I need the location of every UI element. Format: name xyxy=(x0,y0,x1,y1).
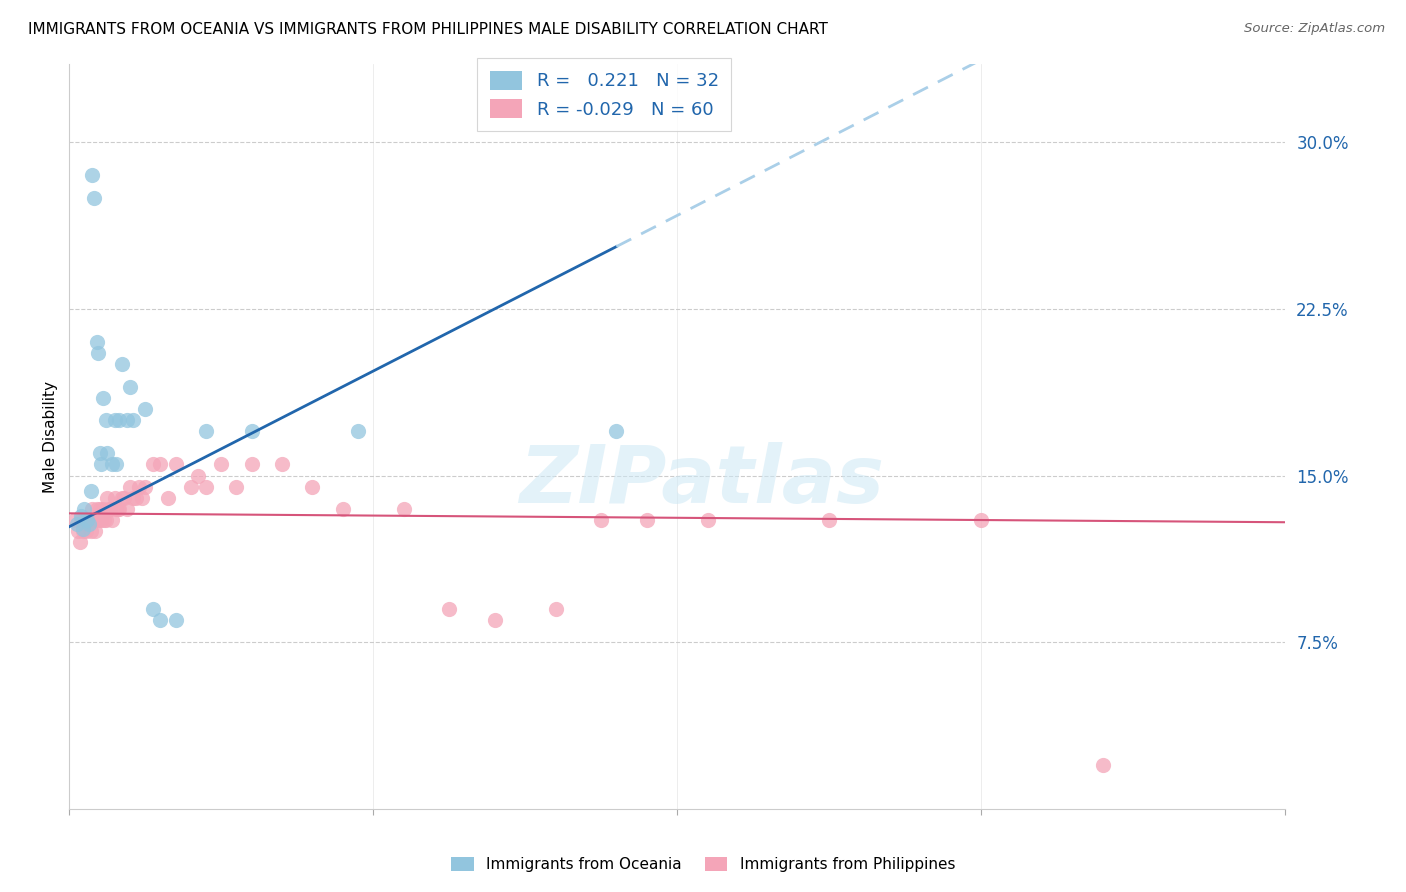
Point xyxy=(142,602,165,616)
Point xyxy=(80,502,103,516)
Point xyxy=(149,458,172,472)
Point xyxy=(90,513,112,527)
Point xyxy=(105,458,128,472)
Point xyxy=(69,535,91,549)
Point xyxy=(90,458,112,472)
Point xyxy=(392,502,415,516)
Point xyxy=(605,424,627,438)
Point xyxy=(125,491,148,505)
Point xyxy=(86,335,108,350)
Point xyxy=(696,513,718,527)
Point xyxy=(484,613,506,627)
Point xyxy=(818,513,841,527)
Point xyxy=(437,602,460,616)
Text: IMMIGRANTS FROM OCEANIA VS IMMIGRANTS FROM PHILIPPINES MALE DISABILITY CORRELATI: IMMIGRANTS FROM OCEANIA VS IMMIGRANTS FR… xyxy=(28,22,828,37)
Point xyxy=(72,522,94,536)
Point xyxy=(70,508,93,523)
Point xyxy=(96,446,118,460)
Point xyxy=(80,169,103,183)
Point xyxy=(79,524,101,538)
Point xyxy=(544,602,567,616)
Point xyxy=(91,502,114,516)
Point xyxy=(157,491,180,505)
Point xyxy=(970,513,993,527)
Point xyxy=(79,484,101,499)
Text: Source: ZipAtlas.com: Source: ZipAtlas.com xyxy=(1244,22,1385,36)
Point xyxy=(77,517,100,532)
Point xyxy=(67,524,90,538)
Point xyxy=(122,491,145,505)
Point xyxy=(87,513,110,527)
Point xyxy=(97,502,120,516)
Point xyxy=(76,513,98,527)
Point xyxy=(94,413,117,427)
Point xyxy=(94,513,117,527)
Point xyxy=(195,480,218,494)
Point xyxy=(115,502,138,516)
Point xyxy=(66,517,89,532)
Legend: Immigrants from Oceania, Immigrants from Philippines: Immigrants from Oceania, Immigrants from… xyxy=(443,849,963,880)
Point xyxy=(240,424,263,438)
Point xyxy=(122,413,145,427)
Text: ZIPatlas: ZIPatlas xyxy=(519,442,884,520)
Point xyxy=(591,513,613,527)
Point xyxy=(101,458,124,472)
Point xyxy=(187,468,209,483)
Point xyxy=(89,446,111,460)
Point xyxy=(72,524,94,538)
Point xyxy=(73,513,96,527)
Point xyxy=(111,491,134,505)
Point xyxy=(1091,757,1114,772)
Point xyxy=(93,513,115,527)
Point xyxy=(149,613,172,627)
Point xyxy=(101,513,124,527)
Point xyxy=(118,379,141,393)
Point xyxy=(142,458,165,472)
Y-axis label: Male Disability: Male Disability xyxy=(44,381,58,492)
Point xyxy=(89,502,111,516)
Point xyxy=(301,480,323,494)
Point xyxy=(98,502,121,516)
Point xyxy=(70,513,93,527)
Point xyxy=(84,524,107,538)
Point xyxy=(118,480,141,494)
Point xyxy=(195,424,218,438)
Point xyxy=(77,513,100,527)
Point xyxy=(86,502,108,516)
Point xyxy=(83,513,105,527)
Point xyxy=(96,491,118,505)
Point xyxy=(91,391,114,405)
Point xyxy=(131,491,153,505)
Point xyxy=(104,413,127,427)
Point xyxy=(73,502,96,516)
Point xyxy=(76,513,98,527)
Point xyxy=(225,480,247,494)
Point xyxy=(165,458,187,472)
Point xyxy=(209,458,232,472)
Point xyxy=(108,413,131,427)
Point xyxy=(105,502,128,516)
Point xyxy=(347,424,370,438)
Point xyxy=(165,613,187,627)
Point xyxy=(87,346,110,360)
Legend: R =   0.221   N = 32, R = -0.029   N = 60: R = 0.221 N = 32, R = -0.029 N = 60 xyxy=(477,59,731,131)
Point xyxy=(128,480,150,494)
Point xyxy=(65,513,87,527)
Point xyxy=(271,458,294,472)
Point xyxy=(332,502,354,516)
Point xyxy=(83,191,105,205)
Point xyxy=(111,358,134,372)
Point xyxy=(134,480,156,494)
Point xyxy=(104,491,127,505)
Point xyxy=(75,524,97,538)
Point xyxy=(108,502,131,516)
Point xyxy=(636,513,658,527)
Point xyxy=(240,458,263,472)
Point xyxy=(180,480,202,494)
Point xyxy=(112,491,135,505)
Point xyxy=(115,413,138,427)
Point xyxy=(107,502,129,516)
Point xyxy=(134,401,156,416)
